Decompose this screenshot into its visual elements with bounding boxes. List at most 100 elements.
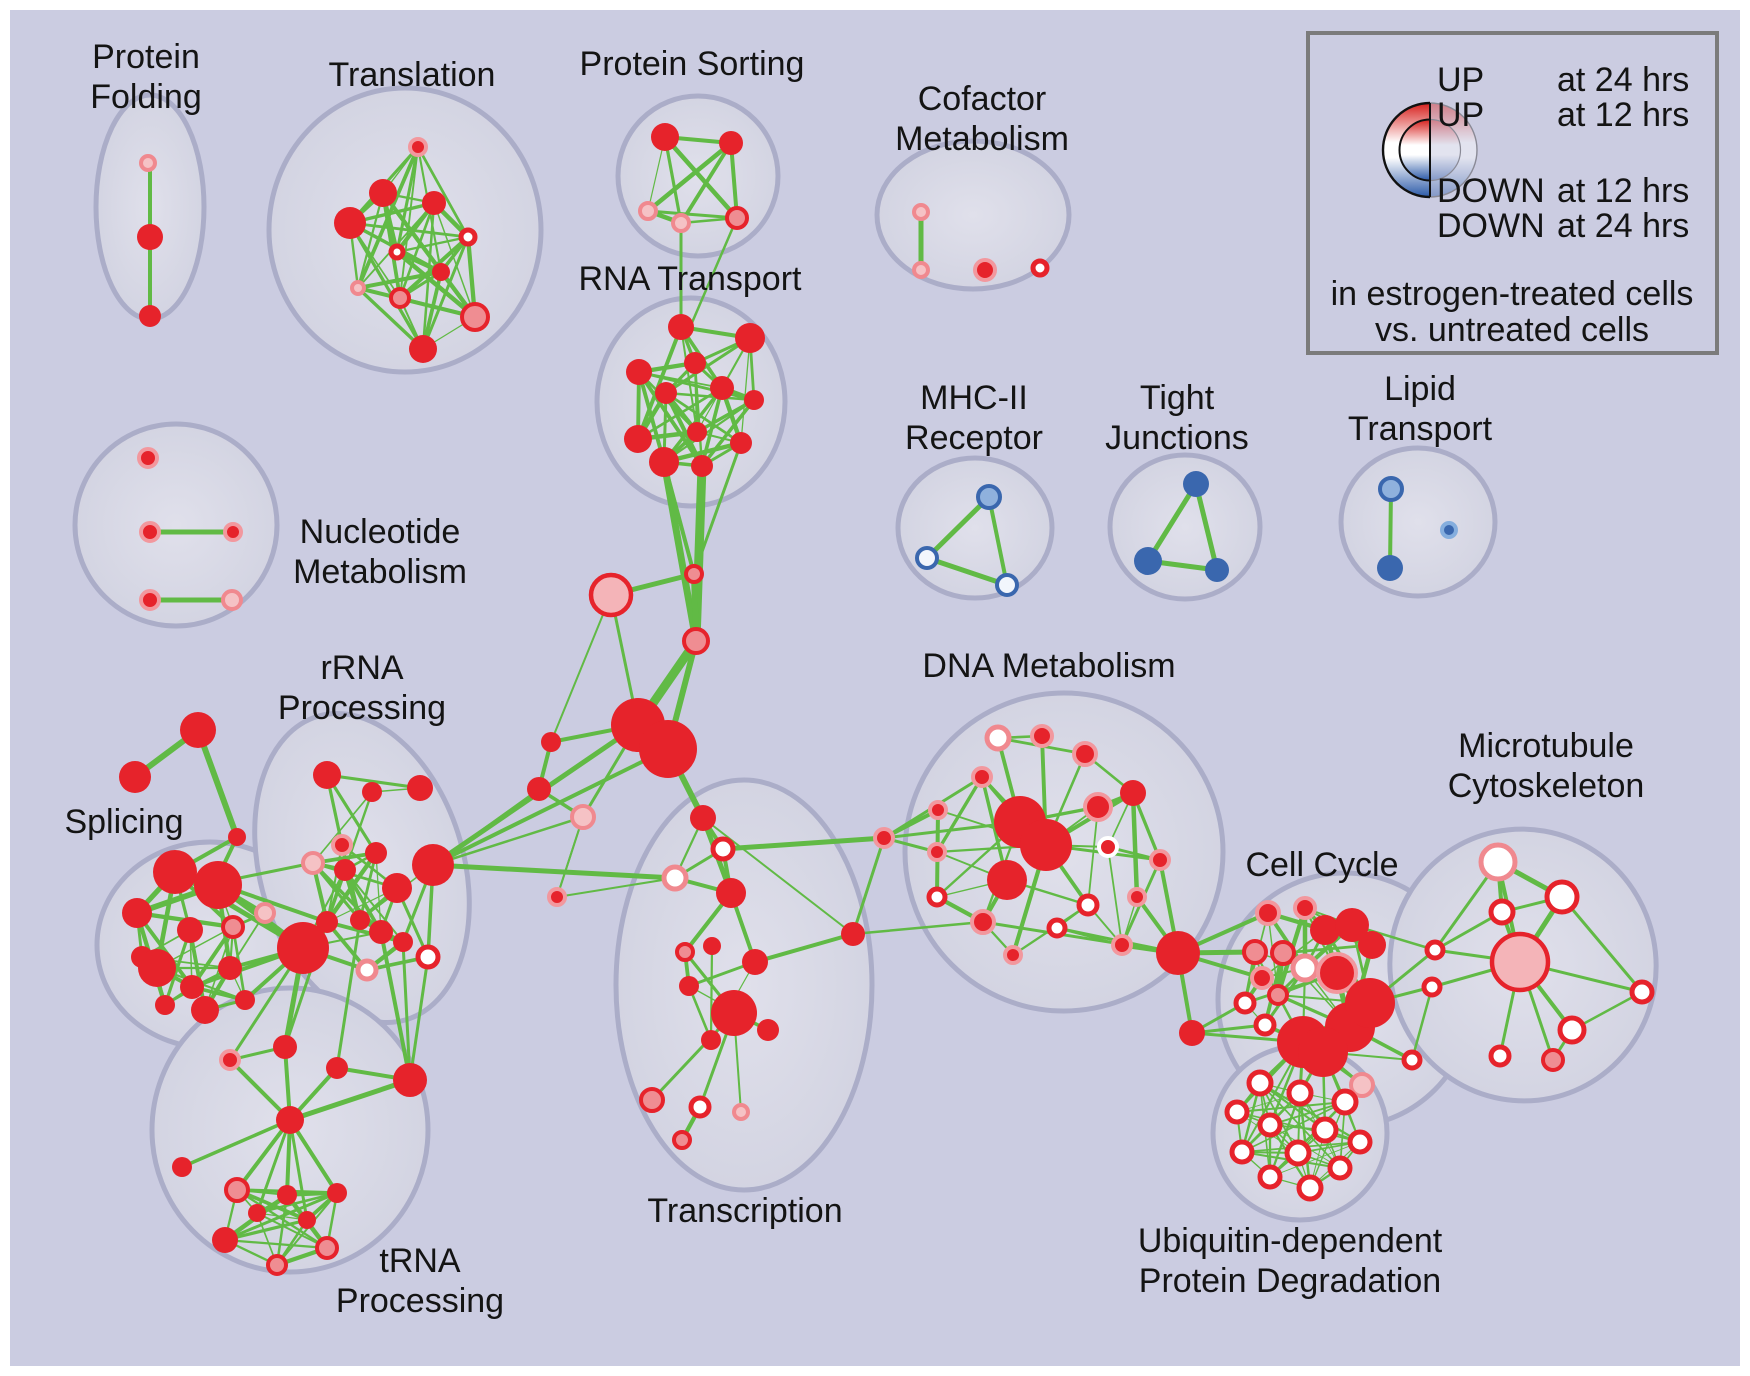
network-node [224, 1177, 250, 1203]
network-edge [135, 911, 194, 989]
network-node [672, 1130, 692, 1150]
network-node [355, 958, 379, 982]
network-node [1233, 991, 1257, 1015]
network-node [316, 911, 338, 933]
network-edge [223, 1218, 309, 1242]
network-node [228, 828, 246, 846]
network-node [684, 352, 706, 374]
network-node [408, 137, 428, 157]
network-node [180, 975, 204, 999]
cluster-label: Folding [90, 78, 202, 116]
network-node [221, 915, 245, 939]
network-node [1440, 521, 1458, 539]
network-edge [1268, 1100, 1347, 1179]
network-node [119, 761, 151, 793]
network-edge [395, 235, 470, 254]
legend-box [1306, 31, 1719, 355]
network-node [1076, 893, 1100, 917]
network-edge [325, 773, 422, 790]
network-node [679, 976, 699, 996]
network-node [655, 382, 677, 404]
network-node [1298, 1027, 1348, 1077]
cluster-label: Metabolism [293, 553, 467, 591]
network-node [273, 1035, 297, 1059]
legend: UP at 24 hrs UP at 12 hrs DOWN at 12 hrs DOWN a… [1306, 31, 1719, 355]
legend-direction-label: DOWN [1437, 207, 1545, 245]
network-node [139, 154, 157, 172]
network-edge [356, 191, 385, 290]
network-node [1347, 1129, 1373, 1155]
network-edge [679, 141, 733, 225]
network-node [1224, 1099, 1250, 1125]
network-edge [981, 920, 1180, 955]
network-node [1229, 1139, 1255, 1165]
network-node [1020, 819, 1072, 871]
network-edge [1259, 1082, 1341, 1169]
network-edge [692, 441, 743, 576]
network-node [138, 949, 176, 987]
network-node [1557, 1015, 1587, 1045]
network-node [873, 827, 895, 849]
network-edge [348, 221, 425, 351]
network-node [1377, 555, 1403, 581]
network-edge [636, 386, 724, 441]
network-node [547, 887, 567, 907]
network-node [976, 484, 1002, 510]
network-node [1250, 966, 1274, 990]
network-node [1257, 1164, 1283, 1190]
network-edge [924, 555, 1010, 588]
network-node [926, 886, 948, 908]
network-node [153, 850, 197, 894]
network-node [841, 922, 865, 946]
network-node [276, 1106, 304, 1134]
network-node [1424, 939, 1446, 961]
network-edge [556, 877, 676, 898]
network-node [1255, 900, 1281, 926]
network-node [1134, 547, 1162, 575]
network-node [710, 376, 734, 400]
network-edge [398, 201, 436, 300]
network-node [1401, 1049, 1423, 1071]
network-node [1083, 792, 1113, 822]
network-edge [662, 134, 740, 221]
cluster-label: Translation [329, 56, 496, 94]
network-node [541, 732, 561, 752]
network-node [1378, 476, 1404, 502]
network-node [1253, 1013, 1277, 1037]
cluster-label: Microtubule [1458, 727, 1634, 765]
network-edge [662, 398, 756, 464]
network-edge [401, 940, 412, 1082]
network-node [639, 720, 697, 778]
network-node [687, 422, 707, 442]
network-edge [1193, 481, 1220, 573]
network-node [1421, 976, 1443, 998]
network-node [382, 873, 412, 903]
cluster-label: Protein Sorting [580, 45, 805, 83]
cluster-label: Metabolism [895, 120, 1069, 158]
network-edge [394, 249, 478, 320]
network-node [139, 521, 161, 543]
network-node [223, 522, 243, 542]
network-node [915, 546, 939, 570]
network-node [1072, 741, 1098, 767]
network-edge [556, 816, 584, 898]
network-node [1270, 940, 1296, 966]
network-node [690, 805, 716, 831]
network-edge [702, 817, 854, 935]
network-node [460, 302, 490, 332]
network-node [122, 898, 152, 928]
network-node [350, 910, 370, 930]
network-edge [324, 850, 379, 925]
cluster-label: Tight [1140, 379, 1215, 417]
network-node [388, 243, 406, 261]
network-edge [312, 791, 373, 864]
network-edge [646, 209, 739, 220]
network-node [711, 990, 757, 1036]
network-node [1179, 1020, 1205, 1046]
cluster-ellipse-tj [1107, 452, 1263, 602]
network-node [927, 842, 947, 862]
network-edge [255, 1118, 292, 1215]
network-node [682, 627, 710, 655]
network-edge [430, 862, 678, 881]
